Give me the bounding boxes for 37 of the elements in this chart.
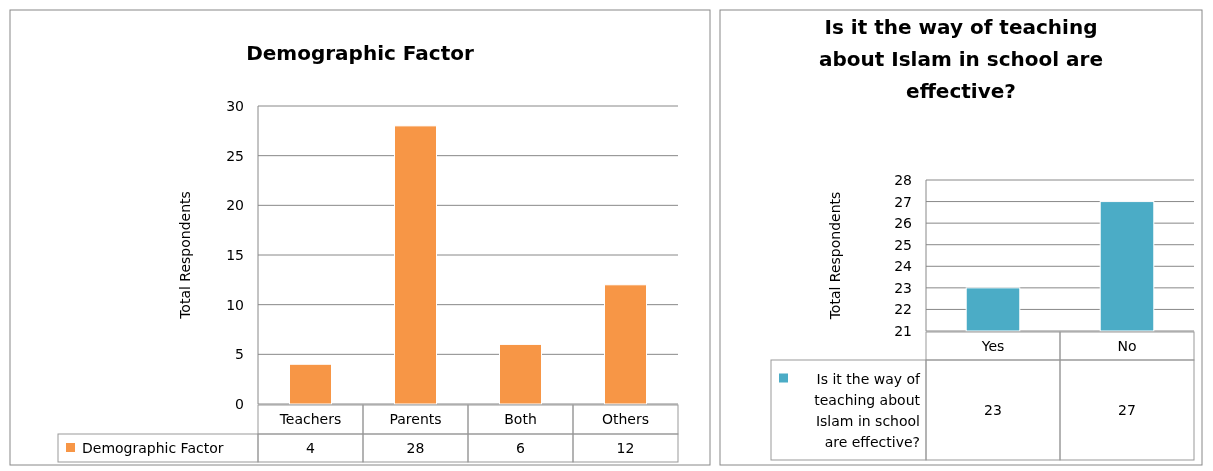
y-tick-label: 30 bbox=[226, 98, 244, 114]
x-tick-label: Teachers bbox=[278, 411, 342, 427]
y-tick-label: 5 bbox=[235, 346, 244, 363]
legend-label: Is it the way of teaching about Islam in school are effective? bbox=[814, 370, 922, 450]
data-label: 27 bbox=[1118, 402, 1136, 418]
y-tick-label: 27 bbox=[894, 193, 912, 210]
bar bbox=[604, 284, 647, 405]
bar bbox=[394, 125, 437, 405]
legend-label: Demographic Factor bbox=[82, 440, 224, 456]
y-tick-label: 25 bbox=[226, 147, 244, 164]
x-tick-label: Others bbox=[601, 411, 650, 427]
y-tick-label: 23 bbox=[894, 279, 912, 296]
y-tick-label: 25 bbox=[894, 236, 912, 253]
y-tick-label: 22 bbox=[894, 301, 912, 318]
y-tick-label: 28 bbox=[894, 172, 912, 188]
y-tick-label: 0 bbox=[235, 396, 244, 412]
data-label: 12 bbox=[616, 440, 635, 456]
x-tick-label: Both bbox=[504, 411, 537, 427]
y-tick-label: 15 bbox=[226, 247, 244, 263]
y-axis-title: Total Respondents bbox=[177, 191, 193, 320]
chart-title: Demographic Factor bbox=[246, 41, 474, 65]
y-tick-label: 21 bbox=[894, 323, 912, 339]
y-tick-label: 20 bbox=[226, 197, 244, 214]
y-tick-label: 10 bbox=[226, 296, 244, 313]
data-label: 28 bbox=[406, 440, 425, 456]
y-tick-label: 26 bbox=[894, 215, 913, 232]
x-tick-label: Parents bbox=[389, 411, 442, 427]
chart-title: Is it the way of teaching about Islam in school are effective? bbox=[818, 15, 1104, 103]
bar bbox=[289, 363, 332, 405]
y-tick-label: 24 bbox=[894, 258, 913, 275]
data-label: 4 bbox=[306, 440, 316, 456]
x-tick-label: Yes bbox=[980, 337, 1005, 354]
data-label: 6 bbox=[516, 440, 526, 456]
y-axis-title: Total Respondents bbox=[827, 191, 843, 321]
x-tick-label: No bbox=[1117, 337, 1137, 354]
data-label: 23 bbox=[984, 402, 1002, 418]
bar bbox=[499, 343, 542, 405]
